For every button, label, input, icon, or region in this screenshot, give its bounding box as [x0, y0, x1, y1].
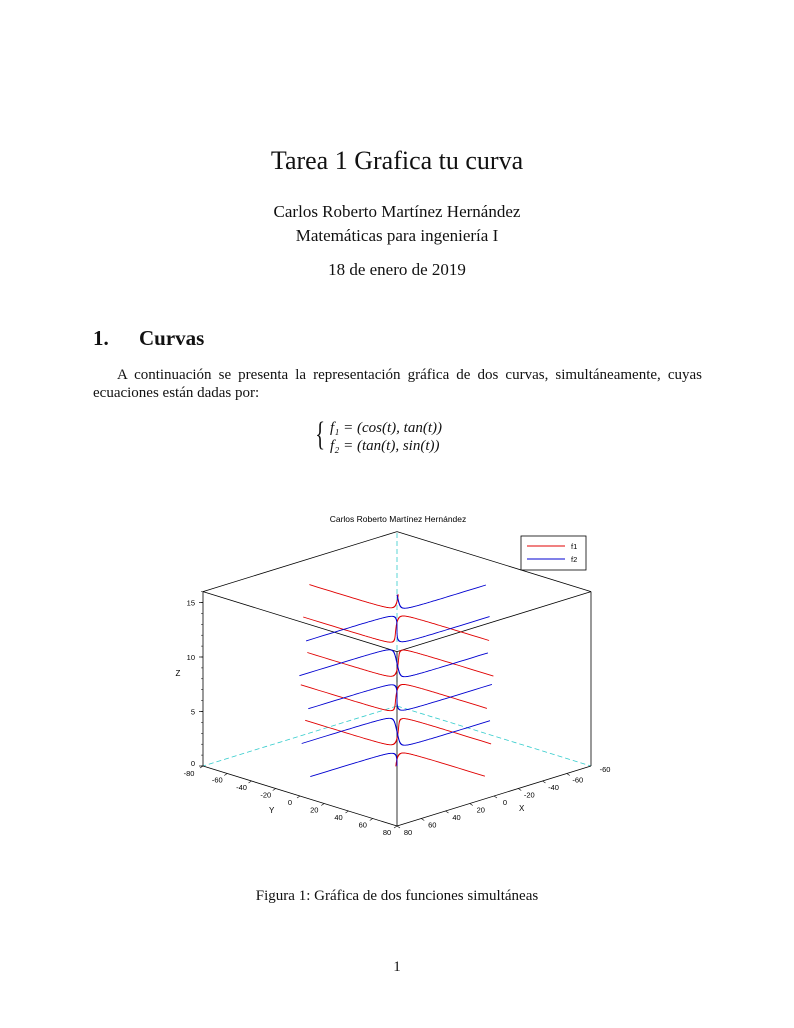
x-tick-label: -60 [572, 776, 583, 785]
y-tick-mark [272, 788, 276, 791]
x-tick-label: -60 [600, 765, 611, 774]
z-axis-label: Z [176, 669, 181, 678]
x-tick-mark [445, 810, 449, 814]
x-tick-mark [421, 818, 425, 821]
y-tick-mark [321, 803, 325, 806]
x-tick-mark [396, 825, 401, 829]
curves [299, 584, 494, 778]
brace-symbol: { [315, 416, 326, 453]
date: 18 de enero de 2019 [328, 260, 466, 279]
x-tick-mark [542, 780, 546, 784]
x-tick-mark [493, 795, 498, 799]
x-tick-label: -20 [524, 791, 535, 800]
z-tick-label: 0 [191, 759, 195, 768]
y-tick-label: 60 [359, 821, 367, 830]
x-tick-mark [566, 773, 570, 776]
y-tick-label: -80 [184, 769, 195, 778]
y-tick-label: 0 [288, 798, 292, 807]
curve-f1 [303, 615, 490, 643]
legend-box [520, 535, 587, 571]
y-tick-mark [199, 765, 204, 769]
y-tick-mark [296, 795, 301, 799]
z-tick-label: 15 [187, 599, 195, 608]
legend: f1 f2 [520, 535, 587, 571]
hidden-edge [202, 705, 398, 767]
y-tick-label: -40 [236, 783, 247, 792]
equation-f2: f₂ = (tan(t), sin(t)) [330, 438, 440, 454]
curve-f1 [307, 649, 494, 677]
x-tick-label: 20 [477, 806, 485, 815]
x-tick-label: 60 [428, 821, 436, 830]
course: Matemáticas para ingeniería I [295, 226, 499, 245]
y-tick-mark [224, 773, 228, 776]
figure-caption: Figura 1: Gráfica de dos funciones simul… [255, 888, 539, 904]
y-tick-label: 20 [310, 806, 318, 815]
section-number: 1. [93, 326, 109, 350]
x-tick-label: -40 [548, 783, 559, 792]
y-tick-label: 40 [334, 813, 342, 822]
document-title: Tarea 1 Grafica tu curva [270, 146, 524, 175]
curve-f1 [395, 752, 486, 777]
x-axis-label: X [519, 804, 525, 813]
author: Carlos Roberto Martínez Hernández [273, 202, 521, 221]
y-tick-label: -60 [212, 776, 223, 785]
y-tick-mark [393, 825, 398, 829]
axis-ticks: 0 5 10 15 -80 -60 -40 -20 0 20 40 60 80 -60 -40 -20 0 20 4… [184, 591, 611, 837]
curve-f2 [301, 717, 491, 746]
y-axis-label: Y [269, 806, 275, 815]
box-edge [396, 591, 592, 652]
curve-f2 [310, 752, 398, 778]
curve-f1 [305, 718, 492, 746]
section-heading: 1. Curvas [93, 326, 204, 351]
z-tick-label: 5 [191, 708, 195, 717]
page-number: 1 [393, 959, 401, 975]
x-tick-mark [518, 788, 522, 791]
paragraph: A continuación se presenta la representa… [93, 367, 702, 401]
curve-f1 [309, 584, 399, 609]
z-tick-label: 10 [187, 653, 195, 662]
plot-box [202, 531, 592, 827]
curve-f2 [305, 615, 490, 643]
section-title: Curvas [139, 326, 205, 350]
curve-f2 [299, 649, 489, 678]
y-tick-label: -20 [260, 791, 271, 800]
equation-f1: f₁ = (cos(t), tan(t)) [330, 420, 442, 436]
x-tick-mark [469, 803, 473, 806]
y-tick-mark [248, 780, 252, 784]
y-tick-label: 80 [383, 828, 391, 837]
curve-f2 [396, 584, 487, 609]
y-tick-mark [345, 810, 349, 814]
hidden-edge [396, 705, 592, 767]
box-edge [202, 531, 398, 592]
curve-f1 [300, 684, 488, 712]
curve-f2 [308, 683, 493, 711]
box-edge [396, 531, 592, 592]
x-tick-label: 40 [452, 813, 460, 822]
box-edge [202, 591, 398, 652]
legend-label-f1: f1 [571, 542, 577, 551]
x-tick-label: 80 [404, 828, 412, 837]
legend-label-f2: f2 [571, 555, 577, 564]
plot-title: Carlos Roberto Martínez Hernández [330, 514, 467, 524]
x-tick-label: 0 [503, 798, 507, 807]
y-tick-mark [369, 818, 373, 821]
